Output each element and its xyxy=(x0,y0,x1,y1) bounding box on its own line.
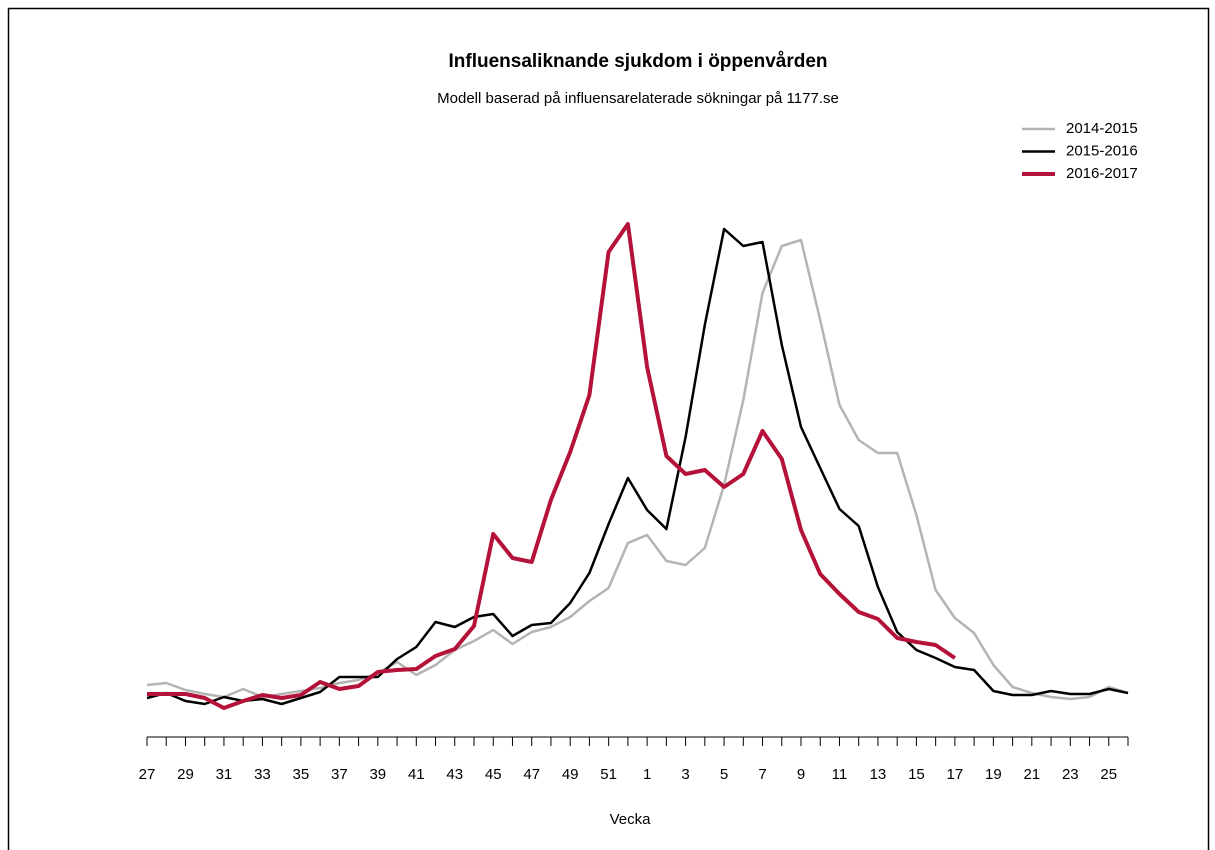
x-tick-label: 31 xyxy=(216,766,233,783)
x-tick-label: 45 xyxy=(485,766,502,783)
x-tick-label: 39 xyxy=(369,766,386,783)
x-tick-label: 17 xyxy=(947,766,964,783)
x-tick-label: 19 xyxy=(985,766,1002,783)
x-axis-label: Vecka xyxy=(610,811,652,828)
x-tick-label: 47 xyxy=(523,766,540,783)
x-tick-label: 35 xyxy=(293,766,310,783)
x-tick-label: 37 xyxy=(331,766,348,783)
x-tick-label: 51 xyxy=(600,766,617,783)
x-tick-label: 21 xyxy=(1023,766,1040,783)
x-tick-label: 29 xyxy=(177,766,194,783)
x-tick-label: 25 xyxy=(1100,766,1117,783)
series-line xyxy=(147,222,957,710)
x-tick-label: 7 xyxy=(758,766,766,783)
legend-label: 2014-2015 xyxy=(1066,120,1138,137)
legend-label: 2016-2017 xyxy=(1066,165,1138,182)
frame xyxy=(7,7,1210,850)
x-tick-label: 13 xyxy=(870,766,887,783)
x-tick-label: 1 xyxy=(643,766,651,783)
x-tick-label: 15 xyxy=(908,766,925,783)
x-tick-label: 9 xyxy=(797,766,805,783)
x-tick-label: 27 xyxy=(139,766,156,783)
x-tick-label: 23 xyxy=(1062,766,1079,783)
chart-title: Influensaliknande sjukdom i öppenvården xyxy=(448,51,827,72)
x-tick-label: 41 xyxy=(408,766,425,783)
x-tick-label: 49 xyxy=(562,766,579,783)
series-line xyxy=(146,227,1129,706)
x-tick-label: 5 xyxy=(720,766,728,783)
chart-subtitle: Modell baserad på influensarelaterade sö… xyxy=(437,90,839,107)
x-tick-label: 33 xyxy=(254,766,271,783)
x-tick-label: 3 xyxy=(681,766,689,783)
legend-label: 2015-2016 xyxy=(1066,142,1138,159)
x-tick-label: 43 xyxy=(446,766,463,783)
x-tick-label: 11 xyxy=(832,766,848,783)
